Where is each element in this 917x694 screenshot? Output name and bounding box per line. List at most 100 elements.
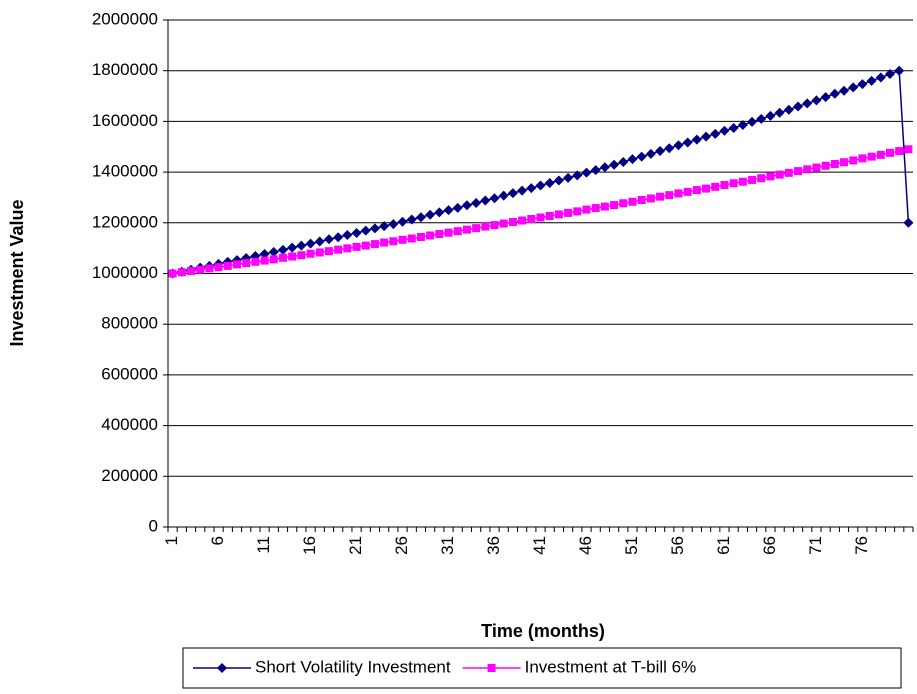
- x-axis-title: Time (months): [481, 621, 605, 641]
- marker: [903, 217, 914, 228]
- y-tick-label: 2000000: [92, 9, 158, 28]
- marker: [287, 242, 298, 253]
- marker: [665, 191, 674, 200]
- marker: [315, 248, 324, 257]
- marker: [333, 232, 344, 243]
- marker: [829, 88, 840, 99]
- marker: [379, 221, 390, 232]
- marker: [645, 148, 656, 159]
- marker: [774, 107, 785, 118]
- marker: [866, 75, 877, 86]
- marker: [655, 146, 666, 157]
- legend-label: Investment at T-bill 6%: [525, 657, 697, 676]
- marker: [692, 186, 701, 195]
- x-tick-label: 56: [668, 536, 687, 555]
- y-tick-label: 0: [149, 516, 158, 535]
- marker: [564, 208, 573, 217]
- marker: [894, 65, 905, 76]
- marker: [885, 68, 896, 79]
- marker: [820, 92, 831, 103]
- marker: [875, 72, 886, 83]
- y-tick-label: 1200000: [92, 212, 158, 231]
- marker: [536, 213, 545, 222]
- y-axis-title: Investment Value: [7, 199, 27, 346]
- marker: [590, 165, 601, 176]
- marker: [481, 222, 490, 231]
- marker: [545, 211, 554, 220]
- marker: [802, 98, 813, 109]
- marker: [498, 190, 509, 201]
- marker: [840, 158, 849, 167]
- marker: [490, 221, 499, 230]
- marker: [259, 248, 270, 259]
- marker: [489, 193, 500, 204]
- marker: [342, 229, 353, 240]
- marker: [288, 252, 297, 261]
- marker: [756, 113, 767, 124]
- marker: [508, 218, 517, 227]
- marker: [196, 265, 205, 274]
- marker: [582, 205, 591, 214]
- marker: [527, 214, 536, 223]
- marker: [278, 253, 287, 262]
- marker: [517, 185, 528, 196]
- marker: [673, 140, 684, 151]
- marker: [572, 170, 583, 181]
- marker: [554, 210, 563, 219]
- marker: [637, 195, 646, 204]
- marker: [691, 134, 702, 145]
- marker: [811, 95, 822, 106]
- marker: [306, 249, 315, 258]
- marker: [205, 264, 214, 273]
- marker: [334, 245, 343, 254]
- x-tick-label: 46: [576, 536, 595, 555]
- marker: [619, 199, 628, 208]
- marker: [461, 200, 472, 211]
- x-tick-label: 41: [530, 536, 549, 555]
- marker: [397, 216, 408, 227]
- y-tick-label: 1800000: [92, 60, 158, 79]
- marker: [793, 101, 804, 112]
- marker: [407, 234, 416, 243]
- marker: [857, 79, 868, 90]
- x-tick-label: 36: [484, 536, 503, 555]
- marker: [876, 150, 885, 159]
- marker: [415, 212, 426, 223]
- marker: [416, 232, 425, 241]
- marker: [682, 137, 693, 148]
- marker: [748, 175, 757, 184]
- marker: [747, 116, 758, 127]
- marker: [526, 183, 537, 194]
- marker: [217, 663, 227, 673]
- marker: [738, 177, 747, 186]
- marker: [775, 170, 784, 179]
- x-tick-label: 21: [346, 536, 365, 555]
- marker: [426, 231, 435, 240]
- marker: [720, 181, 729, 190]
- marker: [269, 255, 278, 264]
- marker: [472, 224, 481, 233]
- marker: [370, 240, 379, 249]
- y-tick-label: 800000: [101, 314, 158, 333]
- legend-box: [182, 647, 902, 689]
- marker: [323, 234, 334, 245]
- marker: [296, 240, 307, 251]
- marker: [812, 163, 821, 172]
- marker: [581, 167, 592, 178]
- marker: [867, 152, 876, 161]
- marker: [380, 238, 389, 247]
- marker: [656, 192, 665, 201]
- marker: [563, 172, 574, 183]
- marker: [664, 143, 675, 154]
- marker: [618, 156, 629, 167]
- marker: [535, 180, 546, 191]
- marker: [702, 184, 711, 193]
- marker: [573, 207, 582, 216]
- marker: [765, 110, 776, 121]
- marker: [462, 225, 471, 234]
- marker: [361, 241, 370, 250]
- marker: [710, 128, 721, 139]
- marker: [277, 244, 288, 255]
- x-tick-label: 6: [208, 536, 227, 545]
